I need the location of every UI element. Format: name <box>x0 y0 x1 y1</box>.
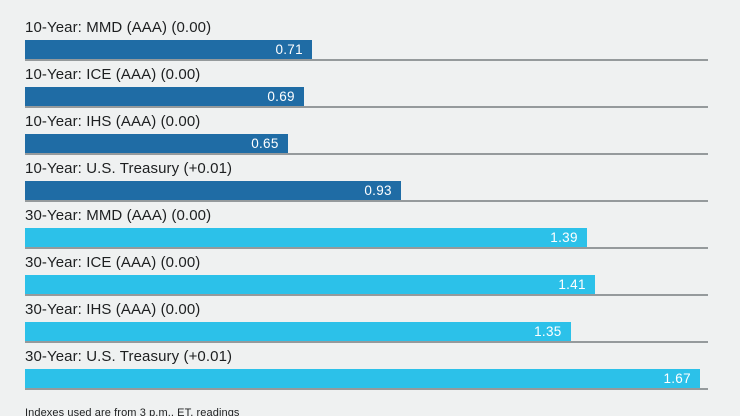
chart-row: 10-Year: IHS (AAA) (0.00) 0.65 <box>25 112 708 156</box>
bar: 1.39 <box>25 228 587 247</box>
bar-track: 1.67 <box>25 369 708 390</box>
bar-label: 30-Year: ICE (AAA) (0.00) <box>25 254 201 271</box>
bar: 0.65 <box>25 134 288 153</box>
bar-value-label: 0.65 <box>251 136 279 151</box>
bar-label: 10-Year: MMD (AAA) (0.00) <box>25 19 212 36</box>
chart-row: 10-Year: U.S. Treasury (+0.01) 0.93 <box>25 159 708 203</box>
bar-value-label: 1.35 <box>534 324 562 339</box>
chart-row: 30-Year: IHS (AAA) (0.00) 1.35 <box>25 300 708 344</box>
bar-chart: 10-Year: MMD (AAA) (0.00) 0.71 10-Year: … <box>25 18 708 391</box>
bar-track: 0.71 <box>25 40 708 61</box>
chart-row: 10-Year: ICE (AAA) (0.00) 0.69 <box>25 65 708 109</box>
chart-row: 10-Year: MMD (AAA) (0.00) 0.71 <box>25 18 708 62</box>
bar-track: 1.35 <box>25 322 708 343</box>
chart-row: 30-Year: ICE (AAA) (0.00) 1.41 <box>25 253 708 297</box>
bar: 0.71 <box>25 40 312 59</box>
bar-track: 0.69 <box>25 87 708 108</box>
bar-label: 30-Year: MMD (AAA) (0.00) <box>25 207 212 224</box>
chart-row: 30-Year: MMD (AAA) (0.00) 1.39 <box>25 206 708 250</box>
bar: 1.41 <box>25 275 595 294</box>
bar-label: 10-Year: IHS (AAA) (0.00) <box>25 113 201 130</box>
bar: 1.35 <box>25 322 571 341</box>
bar-track: 1.41 <box>25 275 708 296</box>
bar-value-label: 0.71 <box>275 42 303 57</box>
bar-track: 0.65 <box>25 134 708 155</box>
bar-label: 10-Year: U.S. Treasury (+0.01) <box>25 160 233 177</box>
bar-value-label: 0.93 <box>364 183 392 198</box>
chart-row: 30-Year: U.S. Treasury (+0.01) 1.67 <box>25 347 708 391</box>
bar-value-label: 1.67 <box>663 371 691 386</box>
bar-label: 10-Year: ICE (AAA) (0.00) <box>25 66 201 83</box>
bar-value-label: 1.39 <box>550 230 578 245</box>
bar-track: 1.39 <box>25 228 708 249</box>
bar-value-label: 0.69 <box>267 89 295 104</box>
footnote: Indexes used are from 3 p.m., ET, readin… <box>25 407 240 416</box>
bar: 0.69 <box>25 87 304 106</box>
bar-track: 0.93 <box>25 181 708 202</box>
bar: 0.93 <box>25 181 401 200</box>
bar-label: 30-Year: IHS (AAA) (0.00) <box>25 301 201 318</box>
bar-value-label: 1.41 <box>558 277 586 292</box>
bar: 1.67 <box>25 369 700 388</box>
bar-label: 30-Year: U.S. Treasury (+0.01) <box>25 348 233 365</box>
